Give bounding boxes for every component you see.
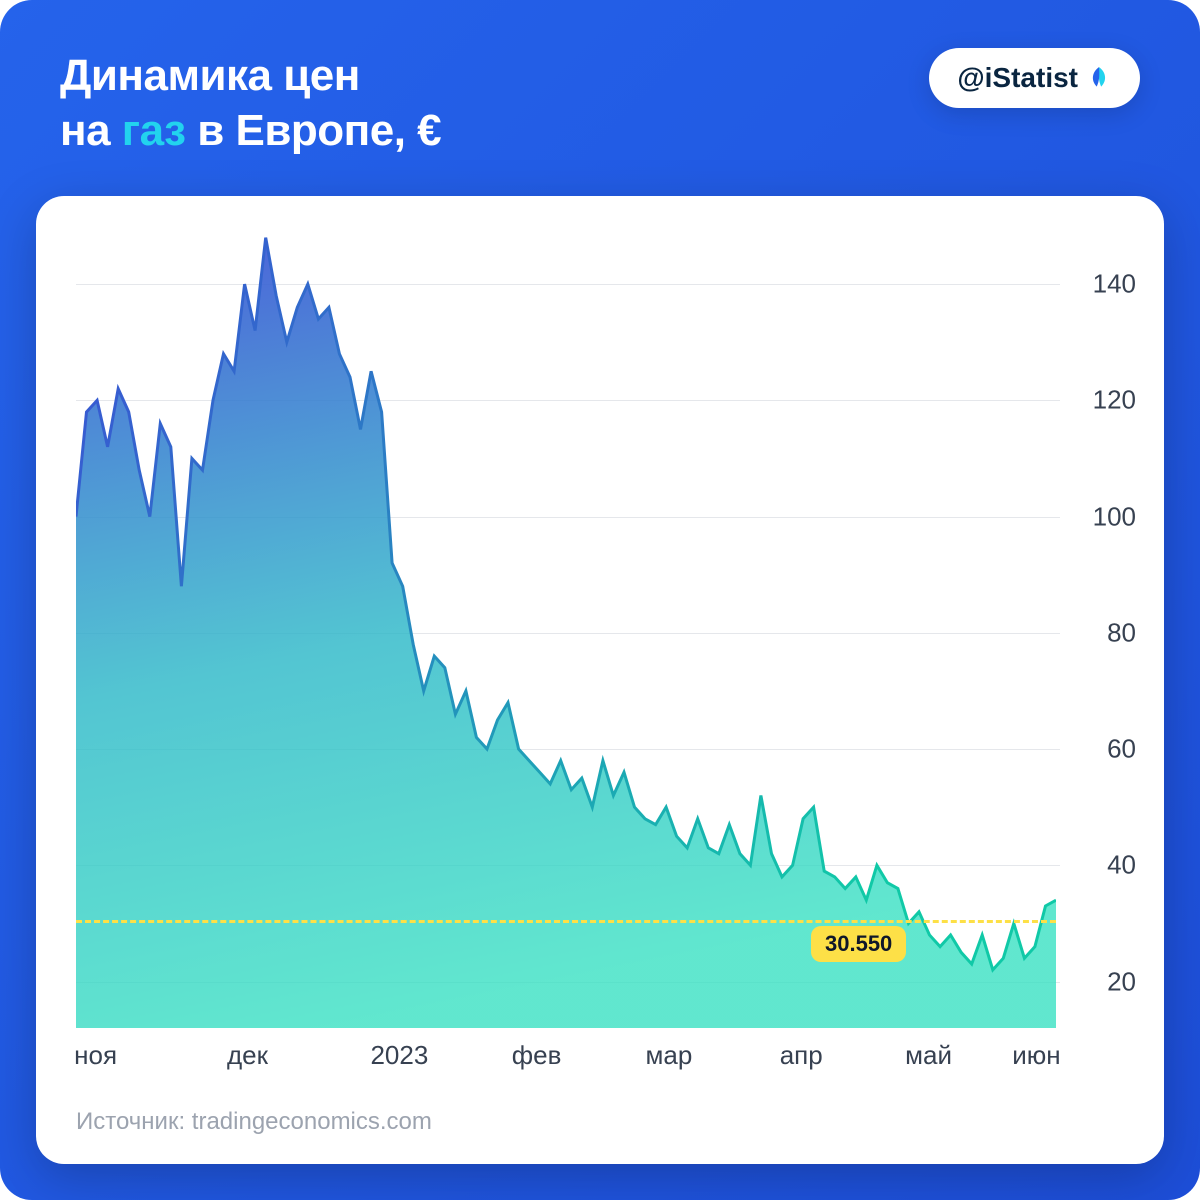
source-label: Источник: tradingeconomics.com xyxy=(76,1108,1136,1136)
chart-area: 20 40 60 80 100 120 140 30.550 xyxy=(76,226,1136,1028)
y-tick-label: 100 xyxy=(1093,501,1136,532)
header: Динамика цен на газ в Европе, € @iStatis… xyxy=(0,0,1200,194)
annotation-dashed-line xyxy=(76,920,1056,923)
x-axis: ноя дек 2023 фев мар апр май июн xyxy=(76,1040,1136,1076)
title-line2-pre: на xyxy=(60,106,122,155)
y-tick-label: 120 xyxy=(1093,385,1136,416)
y-tick-label: 60 xyxy=(1107,734,1136,765)
x-tick-label: июн xyxy=(1012,1040,1060,1071)
badge-text: @iStatist xyxy=(957,62,1078,94)
x-tick-label: апр xyxy=(780,1040,823,1071)
title-highlight: газ xyxy=(122,106,186,155)
x-tick-label: мар xyxy=(645,1040,692,1071)
title-line1: Динамика цен xyxy=(60,51,360,100)
x-tick-label: май xyxy=(905,1040,952,1071)
x-tick-label: фев xyxy=(512,1040,562,1071)
area-chart-svg xyxy=(76,226,1056,1028)
price-annotation: 30.550 xyxy=(811,926,906,962)
y-tick-label: 80 xyxy=(1107,617,1136,648)
y-tick-label: 140 xyxy=(1093,269,1136,300)
x-tick-label: дек xyxy=(227,1040,268,1071)
x-tick-label: ноя xyxy=(74,1040,117,1071)
x-tick-label: 2023 xyxy=(370,1040,428,1071)
title-line2-post: в Европе, € xyxy=(186,106,442,155)
chart-card: 20 40 60 80 100 120 140 30.550 ноя дек 2023 фев ма… xyxy=(36,196,1164,1164)
brand-badge[interactable]: @iStatist xyxy=(929,48,1140,108)
chart-title: Динамика цен на газ в Европе, € xyxy=(60,48,441,158)
infographic-container: Динамика цен на газ в Европе, € @iStatis… xyxy=(0,0,1200,1200)
y-tick-label: 40 xyxy=(1107,850,1136,881)
y-tick-label: 20 xyxy=(1107,966,1136,997)
leaf-icon xyxy=(1086,65,1112,91)
